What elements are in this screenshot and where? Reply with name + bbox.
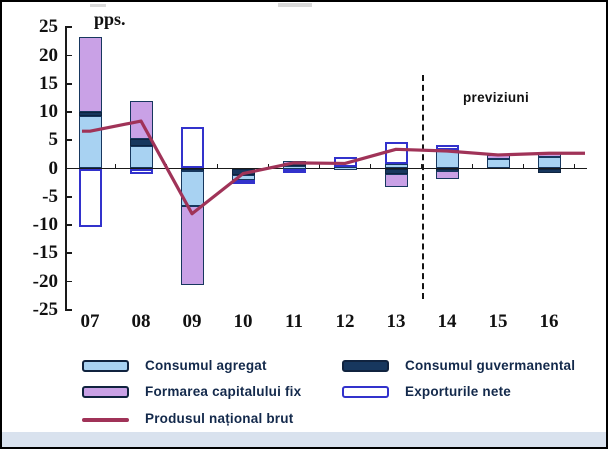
x-axis-tick-label: 12 — [335, 311, 355, 332]
bar-segment-netx-14 — [435, 145, 459, 151]
x-axis-tick-label: 08 — [131, 311, 151, 332]
bar-segment-cons-08 — [129, 146, 153, 169]
y-axis-tick-label: -25 — [32, 298, 58, 320]
x-axis-tick — [267, 163, 270, 169]
y-axis-tick-label: 25 — [39, 16, 58, 38]
y-axis-tick — [65, 195, 72, 198]
cropped-text-artifact — [278, 3, 312, 7]
bar-segment-cons-07 — [78, 115, 102, 169]
legend-swatch-netx — [342, 386, 389, 398]
bar-segment-gov-08 — [129, 138, 153, 147]
y-axis-tick — [65, 26, 72, 29]
bar-segment-netx-09 — [180, 126, 204, 169]
bar-segment-netx-07 — [78, 168, 102, 228]
x-axis-tick — [369, 163, 372, 169]
y-axis-tick — [65, 280, 72, 283]
forecast-label: previziuni — [463, 90, 530, 105]
bar-segment-cons-15 — [486, 158, 510, 169]
x-axis-tick-label: 13 — [386, 311, 406, 332]
y-axis-tick-label: -10 — [32, 214, 58, 235]
x-axis-tick-label: 07 — [80, 311, 100, 332]
y-axis-tick — [65, 224, 72, 226]
bar-segment-cons-16 — [537, 156, 561, 169]
x-axis-tick — [573, 163, 576, 169]
bottom-strip — [2, 432, 606, 447]
bar-segment-netx-08 — [129, 168, 153, 175]
y-axis-tick — [65, 252, 72, 255]
y-axis-tick-label: 5 — [48, 129, 59, 151]
y-axis-tick-label: -20 — [32, 270, 58, 292]
bar-segment-gov-16 — [537, 168, 561, 174]
bar-segment-cons-14 — [435, 150, 459, 169]
y-axis-tick — [65, 54, 72, 57]
bar-segment-fixed-11 — [282, 161, 306, 165]
y-axis-tick — [65, 308, 72, 311]
legend-swatch-gnp — [82, 418, 129, 422]
legend-label-gov: Consumul guvermanental — [405, 358, 576, 373]
legend-label-netx: Exporturile nete — [405, 384, 511, 399]
x-axis-tick — [165, 163, 168, 169]
bar-segment-netx-10 — [231, 179, 255, 184]
bar-segment-netx-13 — [384, 141, 408, 164]
legend-label-cons: Consumul agregat — [145, 358, 267, 373]
x-axis-tick-label: 16 — [539, 311, 559, 332]
y-axis-tick-label: 10 — [39, 101, 58, 122]
x-axis-tick-label: 09 — [182, 311, 202, 332]
x-axis-tick — [114, 163, 117, 169]
y-axis-tick-label: 15 — [39, 72, 58, 94]
x-axis-tick — [471, 163, 474, 169]
legend-swatch-fixed — [82, 386, 129, 398]
x-axis-tick-label: 15 — [488, 311, 508, 332]
bar-segment-netx-12 — [333, 157, 357, 167]
y-axis-tick-label: -5 — [42, 185, 58, 207]
bar-segment-fixed-15 — [486, 154, 510, 159]
cropped-text-artifact — [90, 4, 106, 7]
x-axis-tick — [522, 163, 525, 169]
bar-segment-netx-11 — [282, 168, 306, 173]
legend-swatch-gov — [342, 360, 389, 372]
bar-segment-fixed-07 — [78, 36, 102, 112]
y-axis-tick-label: -15 — [32, 242, 58, 264]
y-axis-tick — [65, 111, 72, 113]
bar-segment-gov-07 — [78, 112, 102, 116]
bar-segment-cons-09 — [180, 170, 204, 207]
legend-swatch-cons — [82, 360, 129, 372]
bar-segment-cons-12 — [333, 166, 357, 170]
x-axis-tick-label: 14 — [437, 311, 457, 332]
y-axis-unit-label: pps. — [94, 9, 126, 29]
x-axis-tick — [216, 163, 219, 169]
y-axis-tick — [65, 82, 72, 85]
x-axis-tick — [318, 163, 321, 169]
y-axis-tick-label: 0 — [48, 157, 59, 179]
bar-segment-fixed-09 — [180, 206, 204, 285]
bar-segment-fixed-08 — [129, 100, 153, 139]
bar-segment-fixed-16 — [537, 152, 561, 157]
y-axis-tick-label: 20 — [39, 44, 58, 66]
legend-label-fixed: Formarea capitalului fix — [145, 384, 302, 399]
x-axis-tick-label: 10 — [233, 311, 253, 332]
legend-label-gnp: Produsul național brut — [145, 411, 294, 426]
y-axis-tick — [65, 139, 72, 142]
bar-segment-fixed-14 — [435, 171, 459, 180]
x-axis-tick-label: 11 — [285, 311, 303, 332]
bar-segment-fixed-13 — [384, 173, 408, 188]
forecast-divider-line — [421, 75, 424, 299]
